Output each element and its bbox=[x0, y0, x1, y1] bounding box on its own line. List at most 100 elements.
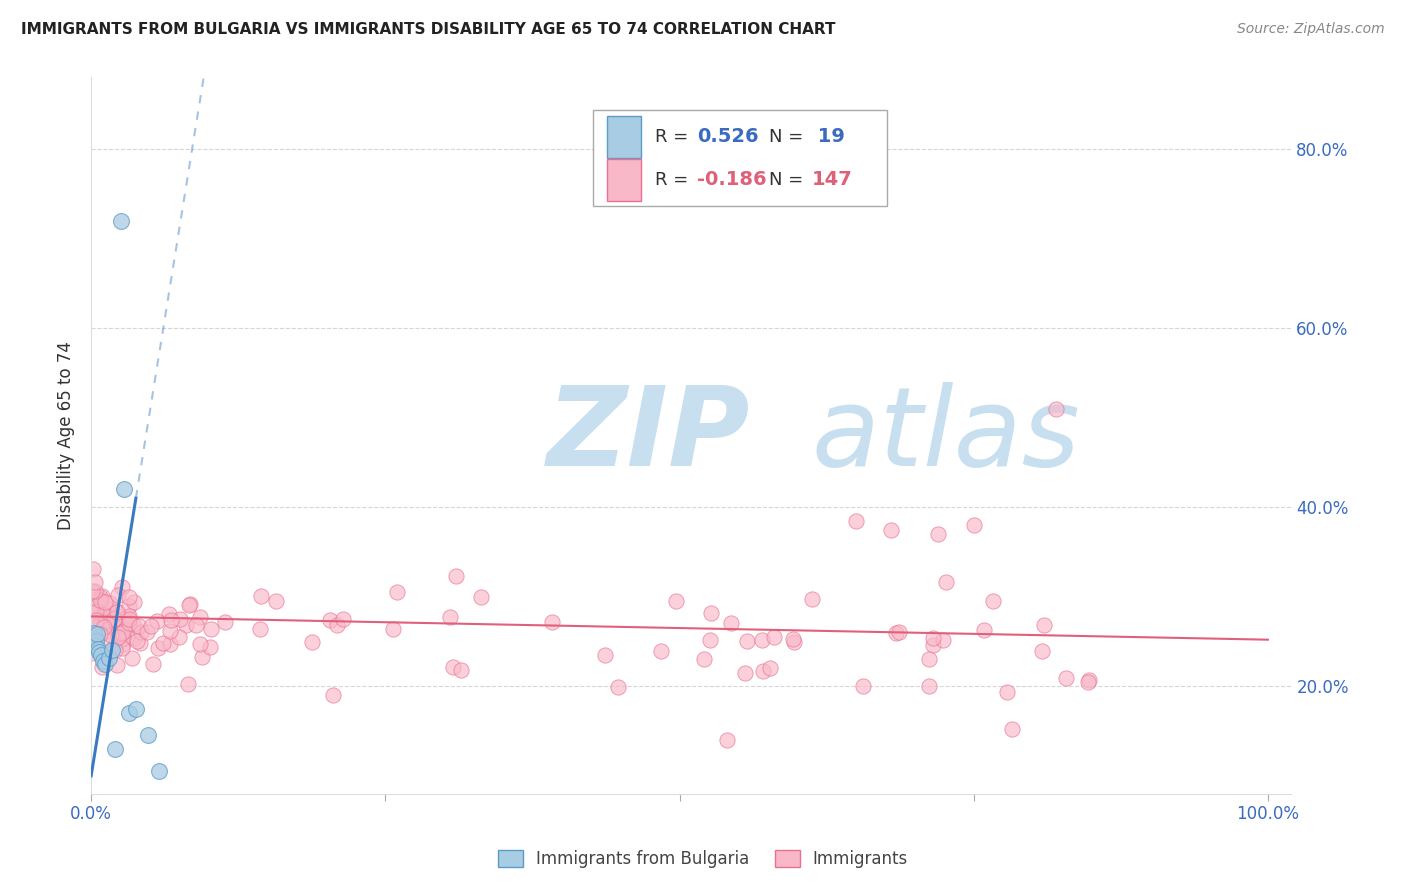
Point bbox=[90, 597, 112, 611]
FancyBboxPatch shape bbox=[607, 159, 641, 201]
Point bbox=[1077, 675, 1099, 690]
Point bbox=[84, 631, 107, 645]
Point bbox=[82, 584, 104, 599]
Point bbox=[118, 615, 141, 630]
Point bbox=[159, 624, 181, 638]
Point bbox=[107, 630, 129, 644]
Point bbox=[111, 580, 134, 594]
Text: R =: R = bbox=[655, 128, 695, 146]
Point bbox=[135, 624, 157, 639]
Point bbox=[118, 706, 141, 720]
Point bbox=[129, 625, 152, 640]
Point bbox=[751, 632, 773, 647]
Point bbox=[326, 618, 349, 632]
Text: N =: N = bbox=[769, 171, 810, 189]
Point bbox=[104, 742, 127, 756]
Point bbox=[127, 634, 149, 648]
Point bbox=[593, 648, 616, 663]
Point bbox=[169, 612, 191, 626]
Point bbox=[446, 569, 468, 583]
Point bbox=[177, 598, 200, 612]
Point bbox=[104, 643, 127, 657]
Point bbox=[87, 612, 110, 626]
Point bbox=[1001, 722, 1024, 736]
Y-axis label: Disability Age 65 to 74: Disability Age 65 to 74 bbox=[58, 341, 75, 530]
Point bbox=[249, 622, 271, 636]
Point bbox=[83, 639, 105, 653]
Point bbox=[105, 604, 128, 618]
Point bbox=[927, 527, 949, 541]
Point bbox=[191, 649, 214, 664]
Point bbox=[100, 616, 122, 631]
Point bbox=[963, 518, 986, 533]
Point bbox=[86, 627, 108, 641]
Point bbox=[111, 612, 134, 626]
Point bbox=[121, 616, 143, 631]
Point bbox=[917, 652, 939, 666]
Text: -0.186: -0.186 bbox=[697, 170, 766, 189]
Point bbox=[93, 595, 115, 609]
Point bbox=[782, 632, 804, 646]
Point bbox=[845, 514, 868, 528]
Point bbox=[112, 632, 135, 646]
Point bbox=[107, 587, 129, 601]
Point bbox=[118, 609, 141, 624]
Point bbox=[922, 631, 945, 645]
Text: IMMIGRANTS FROM BULGARIA VS IMMIGRANTS DISABILITY AGE 65 TO 74 CORRELATION CHART: IMMIGRANTS FROM BULGARIA VS IMMIGRANTS D… bbox=[21, 22, 835, 37]
Point bbox=[100, 627, 122, 641]
Point bbox=[450, 663, 472, 677]
Legend: Immigrants from Bulgaria, Immigrants: Immigrants from Bulgaria, Immigrants bbox=[491, 843, 915, 875]
Point bbox=[105, 615, 128, 630]
Point bbox=[884, 626, 907, 640]
Text: Source: ZipAtlas.com: Source: ZipAtlas.com bbox=[1237, 22, 1385, 37]
Point bbox=[115, 614, 138, 628]
Point bbox=[84, 613, 107, 627]
Text: R =: R = bbox=[655, 171, 695, 189]
Point bbox=[214, 615, 236, 629]
Point bbox=[439, 610, 461, 624]
Point bbox=[89, 591, 111, 605]
Point bbox=[200, 640, 222, 655]
Point bbox=[177, 677, 200, 691]
Point bbox=[301, 635, 323, 649]
Point bbox=[97, 601, 120, 615]
Point bbox=[89, 627, 111, 641]
Point bbox=[89, 593, 111, 607]
Point bbox=[887, 624, 910, 639]
Point bbox=[918, 679, 941, 693]
Point bbox=[125, 701, 148, 715]
Point bbox=[157, 607, 180, 622]
Text: N =: N = bbox=[769, 128, 810, 146]
Point bbox=[118, 612, 141, 626]
Point bbox=[84, 604, 107, 618]
Point bbox=[142, 657, 165, 671]
Point bbox=[84, 575, 107, 590]
Point bbox=[179, 598, 201, 612]
Point bbox=[83, 608, 105, 623]
Point bbox=[112, 624, 135, 639]
Point bbox=[332, 612, 354, 626]
Point bbox=[105, 605, 128, 619]
Point bbox=[650, 644, 672, 658]
Point bbox=[700, 606, 723, 620]
Point bbox=[84, 634, 107, 648]
Point bbox=[87, 641, 110, 656]
Point bbox=[152, 635, 174, 649]
Point bbox=[112, 483, 135, 497]
Point bbox=[94, 657, 117, 671]
Point bbox=[693, 652, 716, 666]
Text: 19: 19 bbox=[811, 128, 845, 146]
Point bbox=[734, 665, 756, 680]
Point bbox=[82, 600, 104, 615]
Point bbox=[93, 607, 115, 622]
Point bbox=[188, 637, 211, 651]
Point bbox=[97, 650, 120, 665]
Point bbox=[762, 630, 785, 644]
Point bbox=[83, 647, 105, 661]
Point bbox=[98, 620, 121, 634]
Point bbox=[381, 622, 404, 636]
Point bbox=[82, 607, 104, 621]
Point bbox=[1033, 617, 1056, 632]
Point bbox=[783, 635, 806, 649]
Point bbox=[322, 689, 344, 703]
